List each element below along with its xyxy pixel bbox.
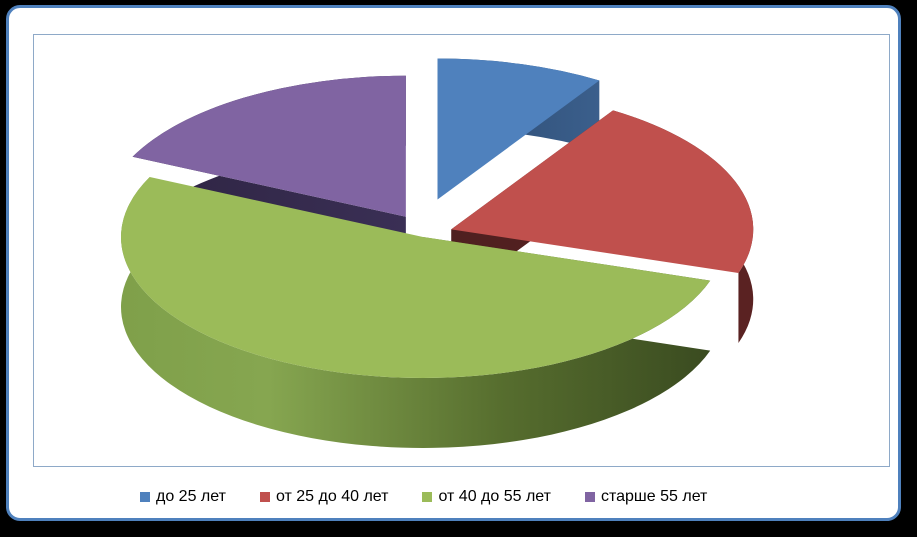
legend-swatch-over-55 [584,492,595,502]
pie-slice-under-25 [437,58,600,200]
pie-slice-over-55 [132,75,406,217]
legend-label-over-55: старше 55 лет [600,488,708,505]
legend-label-25-40: от 25 до 40 лет [275,488,389,505]
legend-label-40-55: от 40 до 55 лет [438,488,551,505]
pie-slice-side-40-55 [120,176,711,449]
legend-item-40-55: от 40 до 55 лет [422,488,551,506]
pie-slice-40-55 [120,176,711,379]
plot-area [33,34,890,467]
legend-swatch-40-55 [422,492,433,502]
legend-item-under-25: до 25 лет [140,488,226,506]
legend: до 25 лет от 25 до 40 лет от 40 до 55 ле… [140,488,707,506]
legend-label-under-25: до 25 лет [156,488,226,505]
legend-item-25-40: от 25 до 40 лет [259,488,389,506]
legend-item-over-55: старше 55 лет [584,488,708,506]
pie-slice-25-40 [451,110,754,273]
legend-swatch-25-40 [259,492,270,502]
legend-swatch-under-25 [140,492,150,502]
